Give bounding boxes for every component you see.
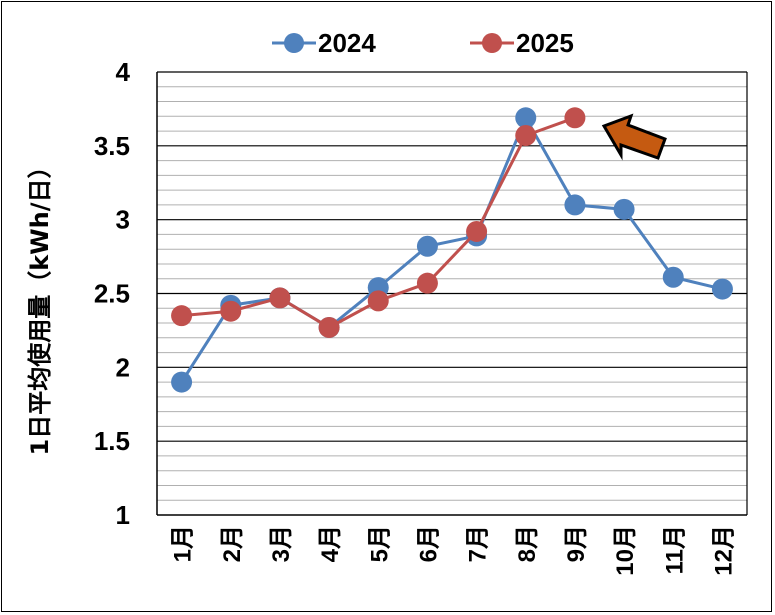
- data-point: [466, 220, 488, 242]
- data-point: [515, 124, 537, 146]
- y-tick-label: 4: [116, 57, 131, 87]
- x-tick-label: 12月: [710, 525, 737, 576]
- x-tick-label: 6月: [415, 525, 442, 562]
- data-point: [416, 235, 438, 257]
- y-axis-label: 1日平均使用量（kWh/日）: [26, 155, 54, 456]
- legend-item-2024: 2024: [272, 28, 376, 58]
- legend-marker: [284, 33, 304, 53]
- y-tick-label: 2: [116, 352, 130, 382]
- legend: 2024 2025: [272, 28, 574, 58]
- data-point: [220, 300, 242, 322]
- arrow-icon: [601, 113, 667, 161]
- data-point: [318, 316, 340, 338]
- data-point: [171, 305, 193, 327]
- y-tick-label: 1: [116, 500, 130, 530]
- data-point: [613, 198, 635, 220]
- x-tick-label: 5月: [366, 525, 393, 562]
- series-line: [180, 114, 723, 383]
- legend-item-2025: 2025: [470, 28, 574, 58]
- x-tick-label: 8月: [514, 525, 541, 562]
- x-tick-label: 2月: [219, 525, 246, 562]
- data-point: [171, 371, 193, 393]
- data-point: [564, 107, 586, 129]
- x-tick-label: 7月: [465, 525, 492, 562]
- data-point: [662, 266, 684, 288]
- series-layer: [171, 107, 733, 393]
- x-tick-label: 1月: [170, 525, 197, 562]
- series-2025: [171, 107, 586, 338]
- legend-label: 2024: [318, 28, 376, 58]
- y-tick-label: 3.5: [94, 131, 130, 161]
- data-point: [416, 272, 438, 294]
- data-point: [711, 278, 733, 300]
- y-tick-label: 3: [116, 205, 130, 235]
- y-tick-label: 1.5: [94, 426, 130, 456]
- x-tick-label: 11月: [661, 525, 688, 574]
- axes: [156, 72, 748, 516]
- data-point: [515, 107, 537, 129]
- legend-label: 2025: [516, 28, 574, 58]
- y-tick-labels: 1 1.5 2 2.5 3 3.5 4: [94, 57, 131, 530]
- data-point: [269, 287, 291, 309]
- x-tick-label: 3月: [268, 525, 295, 562]
- annotation-arrow: [601, 113, 667, 161]
- grid: [157, 71, 747, 501]
- y-tick-label: 2.5: [94, 279, 130, 309]
- x-tick-label: 9月: [563, 525, 590, 562]
- x-tick-label: 4月: [317, 525, 344, 562]
- data-point: [564, 194, 586, 216]
- x-tick-labels: 1月 2月 3月 4月 5月 6月 7月 8月 9月 10月 11月 12月: [170, 525, 738, 576]
- legend-marker: [482, 33, 502, 53]
- x-tick-label: 10月: [612, 525, 639, 576]
- data-point: [367, 290, 389, 312]
